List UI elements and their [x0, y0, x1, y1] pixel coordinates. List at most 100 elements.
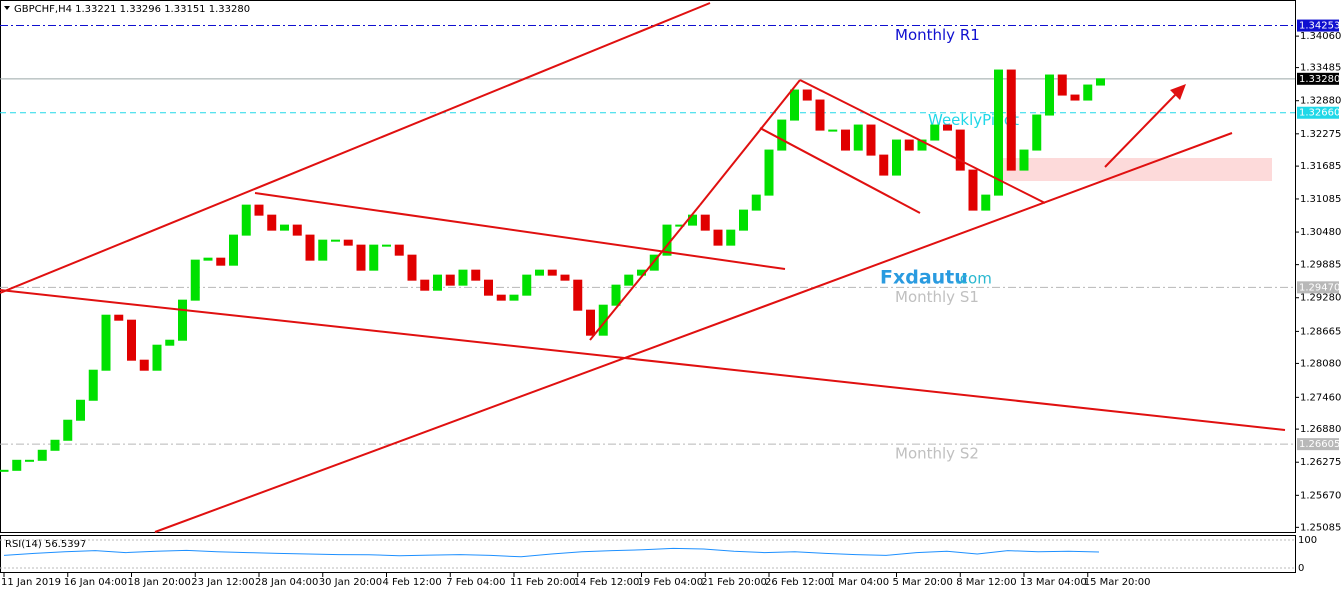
candle	[203, 257, 213, 261]
candle	[1032, 114, 1042, 151]
candle	[254, 204, 264, 216]
x-tick-label: 16 Jan 04:00	[64, 577, 127, 588]
x-tick-label: 8 Mar 12:00	[956, 577, 1016, 588]
candle	[229, 234, 238, 266]
x-tick-label: 23 Jan 12:00	[191, 577, 254, 588]
y-tick-label: 1.28080	[1300, 358, 1341, 369]
level-name: Monthly S2	[895, 445, 979, 463]
y-tick-label: 1.34060	[1300, 31, 1341, 42]
x-tick-label: 4 Feb 12:00	[383, 577, 442, 588]
candle	[445, 274, 455, 286]
level-price-box	[1297, 72, 1339, 85]
x-tick-label: 26 Feb 12:00	[765, 577, 831, 588]
rsi-label: RSI(14) 56.5397	[5, 539, 86, 550]
candle	[586, 309, 595, 336]
candle	[866, 124, 876, 156]
trend-lines	[0, 2, 1286, 533]
menu-arrow	[4, 6, 10, 10]
candle	[63, 419, 73, 441]
candle	[726, 229, 736, 246]
chart-title: GBPCHF,H4 1.33221 1.33296 1.33151 1.3328…	[14, 4, 250, 15]
x-tick-label: 1 Mar 04:00	[829, 577, 889, 588]
candle	[1045, 74, 1054, 116]
candle	[611, 284, 621, 306]
candle	[853, 124, 863, 151]
candle	[994, 69, 1003, 196]
candle	[535, 269, 544, 276]
rsi-panel	[0, 535, 1296, 573]
candle	[573, 279, 583, 311]
y-tick-label: 1.33485	[1300, 63, 1341, 74]
y-tick-label: 1.27460	[1300, 392, 1341, 403]
candle	[420, 279, 430, 291]
y-tick-label: 1.25670	[1300, 490, 1341, 501]
candle	[216, 257, 226, 266]
candle	[662, 224, 672, 256]
y-tick-label: 1.30480	[1300, 227, 1341, 238]
candle	[241, 204, 251, 236]
candle	[700, 214, 710, 231]
level-price-box	[1297, 106, 1339, 119]
candle	[433, 274, 442, 291]
candle	[0, 469, 9, 472]
candle	[331, 239, 340, 242]
trend-line	[154, 132, 1233, 533]
candle	[114, 314, 124, 321]
x-tick-label: 14 Feb 12:00	[574, 577, 640, 588]
level-price-box	[1297, 438, 1339, 451]
y-tick-label: 1.31085	[1300, 194, 1341, 205]
candle	[101, 314, 111, 371]
trend-line	[0, 2, 711, 294]
candle	[152, 344, 162, 371]
candle	[917, 139, 927, 151]
x-tick-label: 28 Jan 04:00	[255, 577, 318, 588]
candle	[382, 244, 391, 247]
rsi-tick-label: 100	[1298, 535, 1317, 546]
x-tick-label: 19 Feb 04:00	[638, 577, 704, 588]
candle	[879, 154, 889, 176]
candle	[139, 359, 149, 371]
candle	[930, 124, 940, 141]
trend-line	[589, 204, 701, 341]
candle	[458, 269, 468, 286]
watermark: .com	[955, 270, 992, 288]
candle	[88, 369, 98, 401]
candle	[1057, 74, 1067, 96]
x-tick-label: 13 Mar 04:00	[1020, 577, 1087, 588]
candle	[50, 439, 60, 451]
candle	[1096, 78, 1105, 86]
candle	[815, 99, 825, 131]
candle	[305, 234, 315, 261]
candle	[509, 294, 519, 301]
candle	[178, 299, 187, 341]
candle	[560, 274, 570, 281]
candle	[165, 339, 175, 346]
y-tick-label: 1.31685	[1300, 161, 1341, 172]
candle	[624, 274, 634, 286]
candle	[1083, 84, 1093, 101]
candle	[471, 269, 481, 281]
level-price-label: 1.32660	[1299, 108, 1340, 119]
candle	[127, 319, 136, 361]
candle	[267, 214, 277, 231]
candle	[739, 209, 748, 231]
x-tick-label: 15 Mar 20:00	[1084, 577, 1151, 588]
candle	[484, 279, 493, 296]
candle	[76, 399, 85, 421]
x-tick-label: 5 Mar 20:00	[893, 577, 953, 588]
candle	[751, 194, 761, 211]
y-tick-label: 1.29885	[1300, 260, 1341, 271]
watermark: Fxdautu	[880, 267, 968, 289]
candle	[790, 89, 799, 121]
candle	[280, 224, 289, 231]
x-tick-label: 30 Jan 20:00	[319, 577, 382, 588]
level-name: Monthly R1	[895, 26, 980, 44]
level-price-label: 1.26605	[1299, 439, 1340, 450]
level-price-box	[1297, 281, 1339, 294]
candle	[356, 244, 366, 271]
candle	[190, 259, 200, 301]
candle	[394, 244, 404, 256]
candle	[547, 269, 557, 276]
